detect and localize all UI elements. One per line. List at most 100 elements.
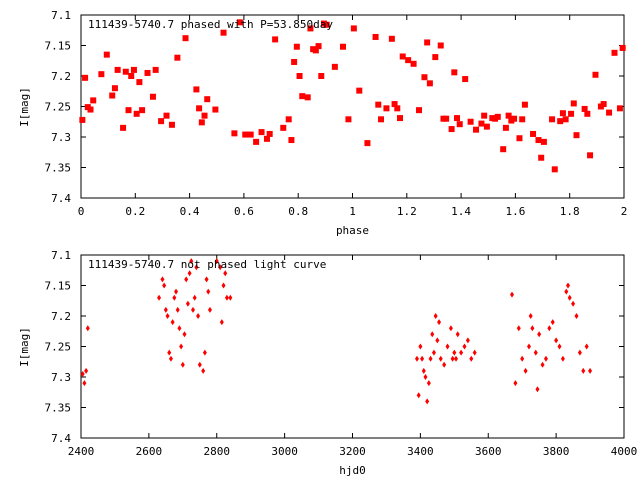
data-point [530,130,537,137]
y-tick-label: 7.35 [45,162,72,175]
data-point [560,355,565,362]
data-point [562,116,569,123]
data-point [566,282,571,289]
data-point [174,288,179,295]
data-point [606,109,613,116]
data-point [454,355,459,362]
y-tick-label: 7.25 [45,341,72,354]
x-tick-label: 1.4 [451,205,471,218]
x-tick-label: 0 [78,205,85,218]
data-point [538,154,545,161]
data-point [530,325,535,332]
data-point [526,343,531,350]
data-point [559,110,566,117]
data-point [331,63,338,70]
data-point [185,300,190,307]
data-point [201,367,206,374]
data-point [571,300,576,307]
raw-light-curve-panel: 2400 2600 2800 3000 3200 3400 3600 3800 4000 7.1 7… [18,249,637,477]
data-point [469,355,474,362]
data-point [291,58,298,65]
data-point [581,367,586,374]
data-point [304,94,311,101]
data-point [418,343,423,350]
data-point [120,124,127,131]
data-point [478,120,485,127]
y-tick-label: 7.4 [51,192,71,205]
data-point [152,66,159,73]
y-axis-label: I[mag] [18,87,31,127]
data-point [80,370,85,377]
y-tick-label: 7.1 [51,249,71,262]
data-point [424,39,431,46]
x-tick-label: 3200 [339,445,366,458]
data-point [194,264,199,271]
y-tick-label: 7.15 [45,40,72,53]
data-point [184,276,189,283]
data-point [520,355,525,362]
data-point [600,101,607,108]
data-point [391,101,398,108]
y-tick-label: 7.3 [51,131,71,144]
data-point [253,138,260,145]
data-series [80,258,593,405]
data-point [247,131,254,138]
data-point [388,35,395,42]
y-tick-label: 7.3 [51,371,71,384]
data-point [231,130,238,137]
data-point [587,152,594,159]
data-point [426,80,433,87]
data-point [437,42,444,49]
data-point [540,138,547,145]
data-point [190,306,195,313]
data-point [443,115,450,122]
data-point [577,349,582,356]
data-point [122,68,129,75]
data-point [619,44,626,51]
y-tick-label: 7.25 [45,101,72,114]
data-point [177,325,182,332]
y-tick-label: 7.15 [45,280,72,293]
data-point [550,319,555,326]
data-point [481,112,488,119]
data-point [339,43,346,50]
data-point [405,57,412,64]
data-point [513,380,518,387]
x-tick-label: 3800 [543,445,570,458]
data-point [584,110,591,117]
data-point [494,113,501,120]
data-point [414,355,419,362]
data-point [438,355,443,362]
data-point [158,118,165,125]
data-point [592,71,599,78]
y-axis-label: I[mag] [18,327,31,367]
data-point [383,105,390,112]
data-point [219,319,224,326]
data-point [431,349,436,356]
data-point [192,294,197,301]
data-point [564,288,569,295]
x-tick-label: 3000 [271,445,298,458]
chart-title: 111439-5740.7 phased with P=53.850day [88,18,333,31]
data-point [521,101,528,108]
phased-light-curve-panel: 0 0.2 0.4 0.6 0.8 1 1.2 1.4 1.6 1.8 2 7.1 7.15 7.2 7.2… [18,9,627,237]
x-tick-label: 1.2 [397,205,417,218]
data-point [266,130,273,137]
data-point [167,349,172,356]
data-point [372,33,379,40]
data-point [557,118,564,125]
data-point [574,313,579,319]
data-point [223,270,228,277]
data-point [549,116,556,123]
data-point [204,276,209,283]
data-point [378,116,385,123]
data-point [435,337,440,344]
data-point [462,343,467,350]
data-point [426,380,431,387]
data-point [224,294,229,301]
x-tick-label: 2800 [204,445,231,458]
data-point [272,36,279,43]
data-point [214,258,219,265]
data-point [557,343,562,350]
